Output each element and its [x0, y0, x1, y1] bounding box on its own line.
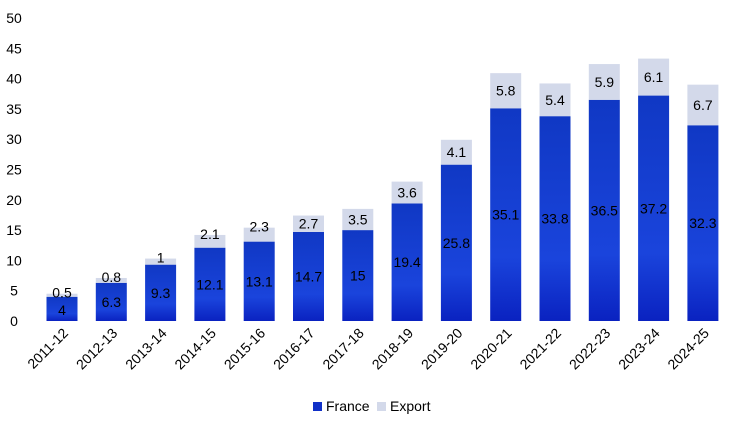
x-axis: 2011-12 2012-13 2013-14 2014-15 2015-16 2016-…: [24, 325, 712, 373]
data-label-france: 35.1: [492, 207, 519, 223]
data-label-export: 3.6: [397, 185, 417, 201]
x-tick-label: 2018-19: [369, 325, 417, 373]
legend-swatch: [377, 402, 386, 411]
bars: 40.5 6.3 0.8 9.3 1 12.1 2.1 13.1 2.3 14.7 2.7 15 3.5…: [46, 58, 719, 322]
x-tick-label: 2021-22: [516, 325, 564, 373]
legend-swatch: [313, 402, 322, 411]
data-label-france: 36.5: [591, 202, 618, 218]
y-tick-label: 10: [6, 252, 22, 268]
bar-france: [243, 241, 275, 321]
bar-export: [243, 227, 275, 242]
data-label-france: 6.3: [102, 294, 122, 310]
y-tick-label: 50: [6, 10, 22, 26]
bar-export: [95, 277, 127, 283]
data-label-france: 19.4: [393, 254, 420, 270]
y-tick-label: 45: [6, 40, 22, 56]
bar-france: [588, 99, 620, 321]
bar-france: [145, 264, 177, 321]
y-tick-label: 5: [10, 283, 18, 299]
data-label-export: 6.1: [644, 69, 664, 85]
bar-france: [687, 125, 719, 322]
bar-export: [342, 208, 374, 231]
data-label-export: 5.9: [595, 74, 615, 90]
y-tick-label: 20: [6, 192, 22, 208]
y-tick-label: 40: [6, 71, 22, 87]
data-label-france: 33.8: [541, 211, 568, 227]
y-tick-label: 35: [6, 101, 22, 117]
bar-export: [539, 83, 571, 117]
x-tick-label: 2022-23: [566, 325, 614, 373]
bar-france: [46, 296, 78, 321]
x-tick-label: 2016-17: [270, 325, 318, 373]
bar-france: [391, 203, 423, 321]
y-tick-label: 0: [10, 313, 18, 329]
bar-export: [145, 258, 177, 265]
data-label-export: 5.4: [545, 92, 565, 108]
data-label-france: 32.3: [689, 215, 716, 231]
data-label-france: 25.8: [443, 235, 470, 251]
x-tick-label: 2020-21: [467, 325, 515, 373]
data-label-france: 37.2: [640, 200, 667, 216]
data-label-export: 0.8: [102, 269, 122, 285]
data-label-export: 1: [157, 250, 165, 266]
legend-label: Export: [390, 398, 431, 414]
x-tick-label: 2013-14: [122, 325, 170, 373]
legend-label: France: [326, 398, 370, 414]
bar-france: [638, 95, 670, 322]
bar-export: [46, 293, 78, 297]
x-tick-label: 2015-16: [221, 325, 269, 373]
data-label-export: 3.5: [348, 211, 368, 227]
data-label-france: 13.1: [246, 273, 273, 289]
bar-export: [440, 139, 472, 165]
bar-france: [95, 282, 127, 321]
data-label-export: 2.7: [299, 216, 319, 232]
data-label-france: 9.3: [151, 285, 171, 301]
data-label-export: 4.1: [447, 144, 467, 160]
y-tick-label: 15: [6, 222, 22, 238]
data-label-export: 5.8: [496, 83, 516, 99]
bar-export: [391, 181, 423, 204]
x-tick-label: 2014-15: [171, 325, 219, 373]
data-label-export: 0.5: [52, 285, 72, 301]
x-tick-label: 2012-13: [73, 325, 121, 373]
bar-france: [539, 116, 571, 321]
legend: France Export: [313, 398, 431, 414]
data-label-france: 12.1: [196, 276, 223, 292]
x-tick-label: 2017-18: [319, 325, 367, 373]
data-label-export: 2.1: [200, 226, 220, 242]
bar-export: [490, 73, 522, 109]
bar-export: [687, 84, 719, 126]
bar-export: [194, 234, 226, 248]
data-label-france: 14.7: [295, 268, 322, 284]
x-tick-label: 2011-12: [24, 325, 71, 372]
data-label-france: 4: [58, 302, 66, 318]
bar-france: [293, 231, 324, 321]
bar-export: [638, 58, 670, 96]
bar-export: [293, 215, 324, 232]
y-tick-label: 25: [6, 162, 22, 178]
x-tick-label: 2019-20: [418, 325, 466, 373]
bar-france: [490, 108, 522, 321]
data-label-export: 2.3: [249, 219, 269, 235]
y-tick-label: 30: [6, 131, 22, 147]
data-label-france: 15: [350, 268, 366, 284]
x-tick-label: 2023-24: [615, 325, 663, 373]
bar-france: [342, 230, 374, 321]
bar-france: [194, 247, 226, 321]
data-label-export: 6.7: [693, 97, 713, 113]
x-tick-label: 2024-25: [664, 325, 712, 373]
y-axis: 0 5 10 15 20 25 30 35 40 45 50: [6, 10, 22, 329]
bar-france: [440, 164, 472, 321]
bar-export: [588, 64, 620, 100]
